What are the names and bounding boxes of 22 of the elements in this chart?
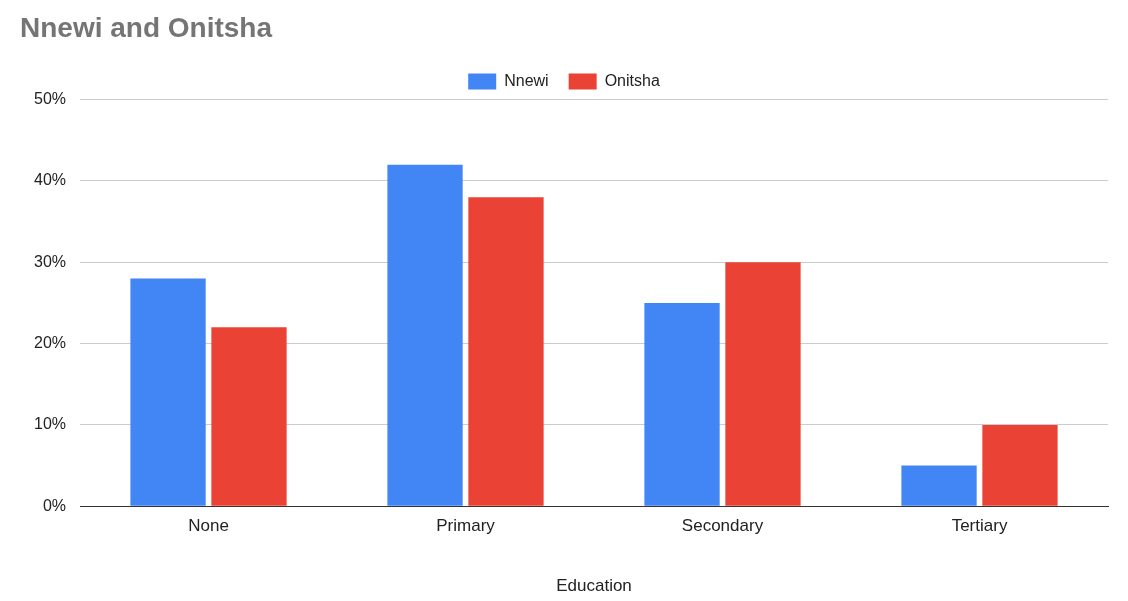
bar (387, 164, 463, 506)
x-tick-label: Tertiary (951, 516, 1008, 536)
chart-title: Nnewi and Onitsha (20, 11, 273, 43)
y-tick-label: 50% (33, 90, 67, 108)
bar (468, 197, 544, 506)
legend-label: Onitsha (604, 72, 660, 90)
x-tick-label: Secondary (681, 516, 764, 536)
bar (211, 327, 287, 506)
x-tick-label: None (188, 516, 229, 536)
bar (130, 278, 206, 506)
x-axis-title: Education (556, 576, 632, 596)
bar (901, 465, 977, 506)
x-tick-label: Primary (436, 516, 496, 536)
bar (982, 424, 1058, 506)
y-tick-label: 10% (33, 415, 67, 433)
bar (644, 302, 720, 506)
legend-label: Nnewi (504, 72, 549, 90)
y-tick-label: 20% (33, 333, 67, 351)
y-tick-label: 0% (42, 496, 67, 514)
y-tick-label: 30% (33, 252, 67, 270)
y-tick-label: 40% (33, 171, 67, 189)
bar (725, 262, 801, 506)
